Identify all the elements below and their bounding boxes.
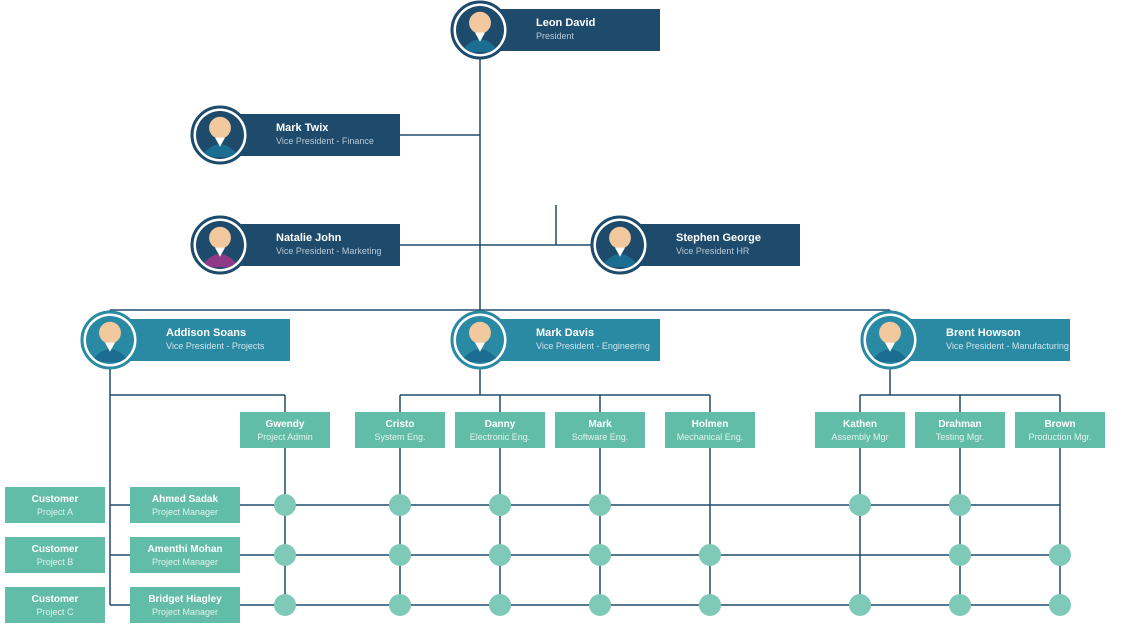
svg-text:Project B: Project B [37, 557, 74, 567]
svg-text:Assembly Mgr: Assembly Mgr [831, 432, 888, 442]
box-drahman: Drahman Testing Mgr. [915, 412, 1005, 448]
svg-text:Bridget Hiagley: Bridget Hiagley [148, 594, 222, 605]
matrix-dot [274, 494, 296, 516]
box-cristo: Cristo System Eng. [355, 412, 445, 448]
svg-text:President: President [536, 31, 575, 41]
svg-text:Cristo: Cristo [386, 419, 415, 430]
matrix-dot [389, 544, 411, 566]
svg-text:Project Manager: Project Manager [152, 507, 218, 517]
matrix-dot [274, 594, 296, 616]
svg-text:Customer: Customer [32, 594, 79, 605]
svg-text:Natalie John: Natalie John [276, 232, 342, 244]
org-chart: Leon David President Mark Twix Vice Preside… [0, 0, 1131, 632]
svg-text:Testing Mgr.: Testing Mgr. [936, 432, 985, 442]
box-mark: Mark Software Eng. [555, 412, 645, 448]
svg-text:Gwendy: Gwendy [266, 419, 305, 430]
svg-text:Kathen: Kathen [843, 419, 877, 430]
node-vp-marketing: Natalie John Vice President - Marketing [240, 224, 400, 266]
box-pm-A: Ahmed Sadak Project Manager [130, 487, 240, 523]
matrix-dot [849, 494, 871, 516]
svg-text:Drahman: Drahman [938, 419, 981, 430]
node-vp-hr: Stephen George Vice President HR [640, 224, 800, 266]
matrix-dot [699, 544, 721, 566]
box-customer-B: Customer Project B [5, 537, 105, 573]
matrix-dot [949, 544, 971, 566]
node-president: Leon David President [500, 9, 660, 51]
svg-text:Project Admin: Project Admin [257, 432, 313, 442]
matrix-dot [949, 494, 971, 516]
box-danny: Danny Electronic Eng. [455, 412, 545, 448]
matrix-dot [589, 494, 611, 516]
svg-text:System Eng.: System Eng. [374, 432, 425, 442]
box-customer-A: Customer Project A [5, 487, 105, 523]
svg-text:Project A: Project A [37, 507, 73, 517]
svg-text:Vice President - Manufacturing: Vice President - Manufacturing [946, 341, 1069, 351]
svg-text:Holmen: Holmen [692, 419, 729, 430]
svg-text:Vice President HR: Vice President HR [676, 246, 750, 256]
svg-text:Amenthi Mohan: Amenthi Mohan [148, 544, 223, 555]
node-vp-projects: Addison Soans Vice President - Projects [130, 319, 290, 361]
matrix-dot [589, 594, 611, 616]
matrix-dot [949, 594, 971, 616]
svg-text:Project Manager: Project Manager [152, 607, 218, 617]
svg-text:Mark Twix: Mark Twix [276, 122, 329, 134]
svg-text:Customer: Customer [32, 544, 79, 555]
svg-text:Project Manager: Project Manager [152, 557, 218, 567]
box-gwendy: Gwendy Project Admin [240, 412, 330, 448]
svg-text:Stephen George: Stephen George [676, 232, 761, 244]
box-holmen: Holmen Mechanical Eng. [665, 412, 755, 448]
svg-text:Project C: Project C [36, 607, 74, 617]
svg-text:Addison Soans: Addison Soans [166, 327, 246, 339]
matrix-dot [389, 494, 411, 516]
svg-text:Mark Davis: Mark Davis [536, 327, 594, 339]
box-customer-C: Customer Project C [5, 587, 105, 623]
svg-text:Mechanical Eng.: Mechanical Eng. [677, 432, 744, 442]
svg-text:Electronic Eng.: Electronic Eng. [470, 432, 531, 442]
svg-text:Ahmed Sadak: Ahmed Sadak [152, 494, 219, 505]
node-vp-manufacturing: Brent Howson Vice President - Manufacturi… [910, 319, 1070, 361]
matrix-dot [489, 594, 511, 616]
matrix-dot [274, 544, 296, 566]
matrix-dot [849, 594, 871, 616]
svg-text:Production Mgr.: Production Mgr. [1028, 432, 1091, 442]
matrix-dot [489, 544, 511, 566]
matrix-dot [489, 494, 511, 516]
svg-text:Mark: Mark [588, 419, 612, 430]
svg-text:Vice President - Finance: Vice President - Finance [276, 136, 374, 146]
svg-text:Vice President - Marketing: Vice President - Marketing [276, 246, 381, 256]
box-kathen: Kathen Assembly Mgr [815, 412, 905, 448]
svg-text:Vice President - Engineering: Vice President - Engineering [536, 341, 650, 351]
svg-text:Danny: Danny [485, 419, 516, 430]
svg-text:Vice President - Projects: Vice President - Projects [166, 341, 265, 351]
svg-text:Leon David: Leon David [536, 17, 595, 29]
svg-text:Software Eng.: Software Eng. [572, 432, 629, 442]
matrix-dot [1049, 544, 1071, 566]
matrix-dot [1049, 594, 1071, 616]
svg-text:Brent Howson: Brent Howson [946, 327, 1021, 339]
matrix-dot [389, 594, 411, 616]
svg-text:Brown: Brown [1044, 419, 1075, 430]
box-brown: Brown Production Mgr. [1015, 412, 1105, 448]
matrix-dot [589, 544, 611, 566]
svg-text:Customer: Customer [32, 494, 79, 505]
matrix-dot [699, 594, 721, 616]
box-pm-C: Bridget Hiagley Project Manager [130, 587, 240, 623]
box-pm-B: Amenthi Mohan Project Manager [130, 537, 240, 573]
node-vp-finance: Mark Twix Vice President - Finance [240, 114, 400, 156]
node-vp-engineering: Mark Davis Vice President - Engineering [500, 319, 660, 361]
